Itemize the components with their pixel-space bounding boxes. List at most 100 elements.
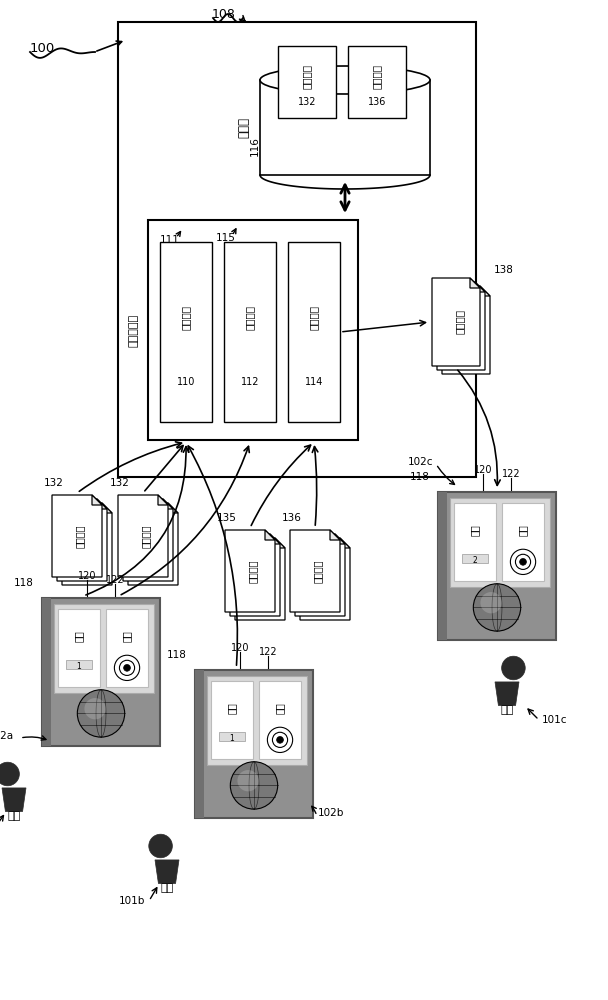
Ellipse shape bbox=[260, 66, 430, 94]
Circle shape bbox=[123, 664, 130, 671]
FancyBboxPatch shape bbox=[438, 492, 556, 640]
Text: 选项: 选项 bbox=[227, 703, 237, 714]
Text: 1: 1 bbox=[229, 734, 234, 743]
FancyBboxPatch shape bbox=[160, 242, 212, 422]
Polygon shape bbox=[437, 282, 485, 370]
Text: 136: 136 bbox=[368, 97, 386, 107]
Text: 118: 118 bbox=[14, 578, 34, 588]
Text: 102b: 102b bbox=[318, 808, 344, 818]
Polygon shape bbox=[480, 286, 490, 296]
Polygon shape bbox=[442, 286, 490, 374]
Text: 1: 1 bbox=[77, 662, 81, 671]
Circle shape bbox=[516, 554, 531, 569]
Text: 135: 135 bbox=[217, 513, 237, 523]
Polygon shape bbox=[275, 538, 285, 548]
Polygon shape bbox=[265, 530, 275, 540]
Polygon shape bbox=[52, 495, 102, 577]
FancyBboxPatch shape bbox=[462, 554, 488, 563]
FancyBboxPatch shape bbox=[450, 498, 550, 587]
Text: 操作环境: 操作环境 bbox=[372, 64, 382, 89]
Text: 选项: 选项 bbox=[74, 631, 84, 642]
FancyBboxPatch shape bbox=[278, 46, 336, 118]
Text: 110: 110 bbox=[177, 377, 195, 387]
Polygon shape bbox=[470, 278, 480, 288]
FancyBboxPatch shape bbox=[211, 681, 253, 759]
Polygon shape bbox=[330, 530, 340, 540]
Circle shape bbox=[0, 762, 19, 786]
Text: 122: 122 bbox=[259, 647, 277, 657]
Polygon shape bbox=[128, 503, 178, 585]
Text: 存储器: 存储器 bbox=[238, 117, 250, 138]
Polygon shape bbox=[155, 860, 179, 884]
Polygon shape bbox=[335, 534, 345, 544]
Polygon shape bbox=[158, 495, 168, 505]
Circle shape bbox=[119, 660, 134, 675]
Text: 遥测信息: 遥测信息 bbox=[455, 310, 465, 334]
Polygon shape bbox=[290, 530, 340, 612]
Text: 选择: 选择 bbox=[518, 525, 528, 536]
Polygon shape bbox=[495, 682, 519, 706]
Text: 用户: 用户 bbox=[7, 811, 21, 821]
Text: 112: 112 bbox=[241, 377, 259, 387]
FancyBboxPatch shape bbox=[195, 670, 204, 818]
FancyBboxPatch shape bbox=[502, 503, 544, 581]
Text: 遥测数据: 遥测数据 bbox=[75, 524, 85, 548]
Circle shape bbox=[473, 584, 520, 631]
FancyBboxPatch shape bbox=[207, 676, 307, 765]
Polygon shape bbox=[270, 534, 280, 544]
Polygon shape bbox=[97, 499, 107, 509]
Polygon shape bbox=[475, 282, 485, 292]
Text: 122: 122 bbox=[106, 575, 125, 585]
FancyBboxPatch shape bbox=[454, 503, 496, 581]
Text: 101b: 101b bbox=[119, 896, 145, 906]
Text: 选项: 选项 bbox=[470, 525, 480, 536]
Polygon shape bbox=[230, 534, 280, 616]
Circle shape bbox=[268, 727, 292, 752]
Text: 116: 116 bbox=[250, 137, 260, 156]
Text: 遥测数据: 遥测数据 bbox=[141, 524, 151, 548]
Text: 102c: 102c bbox=[407, 457, 433, 467]
Text: 遥测服务器: 遥测服务器 bbox=[129, 313, 139, 347]
Circle shape bbox=[277, 736, 283, 743]
FancyBboxPatch shape bbox=[260, 80, 430, 175]
FancyBboxPatch shape bbox=[58, 609, 100, 687]
FancyBboxPatch shape bbox=[66, 660, 92, 669]
Text: 2: 2 bbox=[472, 556, 477, 565]
Wedge shape bbox=[480, 592, 502, 613]
Text: 132: 132 bbox=[110, 478, 130, 488]
Text: 122: 122 bbox=[502, 469, 520, 479]
Polygon shape bbox=[168, 503, 178, 513]
FancyBboxPatch shape bbox=[118, 22, 476, 477]
Polygon shape bbox=[300, 538, 350, 620]
Text: 120: 120 bbox=[230, 643, 249, 653]
Polygon shape bbox=[62, 503, 112, 585]
Text: 120: 120 bbox=[78, 571, 96, 581]
Text: 108: 108 bbox=[212, 7, 236, 20]
FancyBboxPatch shape bbox=[224, 242, 276, 422]
Text: 选择: 选择 bbox=[122, 631, 132, 642]
Polygon shape bbox=[340, 538, 350, 548]
Polygon shape bbox=[118, 495, 168, 577]
Text: 132: 132 bbox=[298, 97, 316, 107]
Circle shape bbox=[149, 834, 172, 858]
Polygon shape bbox=[2, 788, 26, 812]
FancyBboxPatch shape bbox=[348, 46, 406, 118]
FancyBboxPatch shape bbox=[106, 609, 148, 687]
Circle shape bbox=[510, 549, 536, 574]
Text: 120: 120 bbox=[474, 465, 492, 475]
FancyBboxPatch shape bbox=[148, 220, 358, 440]
FancyBboxPatch shape bbox=[438, 492, 447, 640]
Polygon shape bbox=[225, 530, 275, 612]
Text: 111: 111 bbox=[160, 235, 180, 245]
Text: 115: 115 bbox=[216, 233, 236, 243]
Text: 选择: 选择 bbox=[275, 703, 285, 714]
Text: 132: 132 bbox=[44, 478, 64, 488]
Text: 遥测数据: 遥测数据 bbox=[302, 64, 312, 89]
Text: 118: 118 bbox=[410, 472, 430, 482]
FancyBboxPatch shape bbox=[288, 242, 340, 422]
Circle shape bbox=[272, 732, 288, 747]
Polygon shape bbox=[163, 499, 173, 509]
Text: 114: 114 bbox=[305, 377, 323, 387]
Text: 101c: 101c bbox=[542, 715, 567, 725]
Polygon shape bbox=[102, 503, 112, 513]
